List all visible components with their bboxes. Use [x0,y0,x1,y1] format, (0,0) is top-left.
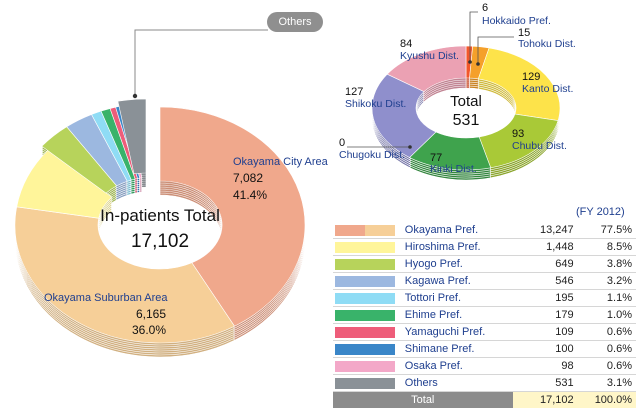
small-label-name-hokkaido-pref-: Hokkaido Pref. [482,15,551,27]
small-label-value-chugoku-dist-: 0 [339,137,345,149]
fiscal-year-note: (FY 2012) [576,206,625,218]
legend-swatch [335,310,395,321]
table-row-percent: 8.5% [578,239,636,256]
table-row-name: Tottori Pref. [399,290,513,307]
small-label-value-shikoku-dist-: 127 [345,86,363,98]
others-tag: Others [267,12,323,32]
legend-swatch [335,225,395,236]
small-label-name-chubu-dist-: Chubu Dist. [512,140,567,152]
table-row-name: Okayama Pref. [399,222,513,239]
legend-swatch [335,242,395,253]
legend-swatch-cell [333,324,399,341]
table-row-percent: 3.1% [578,375,636,392]
small-label-name-kyushu-dist-: Kyushu Dist. [400,50,459,62]
legend-swatch-cell [333,358,399,375]
tohoku-leader-dot [476,62,480,66]
small-label-value-kanto-dist-: 129 [522,71,540,83]
table-row-value: 109 [513,324,578,341]
table-row-value: 195 [513,290,578,307]
hokkaido-leader-dot [468,60,472,64]
table-row-name: Shimane Pref. [399,341,513,358]
legend-swatch-cell [333,375,399,392]
legend-swatch-cell [333,290,399,307]
table-row-name: Hyogo Pref. [399,256,513,273]
table-row-percent: 1.0% [578,307,636,324]
table-row-value: 1,448 [513,239,578,256]
legend-swatch [335,327,395,338]
table-row-name: Others [399,375,513,392]
small-center-total: 531 [453,112,480,129]
table-row-percent: 0.6% [578,324,636,341]
legend-swatch-cell [333,256,399,273]
table-row-name: Ehime Pref. [399,307,513,324]
small-label-value-kyushu-dist-: 84 [400,38,412,50]
small-label-name-kanto-dist-: Kanto Dist. [522,83,573,95]
legend-swatch [335,361,395,372]
small-label-value-chubu-dist-: 93 [512,128,524,140]
table-row-value: 179 [513,307,578,324]
small-label-name-tohoku-dist-: Tohoku Dist. [518,38,576,50]
legend-swatch [335,259,395,270]
legend-swatch-cell [333,307,399,324]
table-row-percent: 0.6% [578,341,636,358]
small-label-value-hokkaido-pref-: 6 [482,2,488,14]
table-row-value: 546 [513,273,578,290]
table-total-value: 17,102 [513,392,578,408]
table-row-percent: 77.5% [578,222,636,239]
legend-swatch [335,276,395,287]
legend-swatch-cell [333,341,399,358]
table-row-percent: 0.6% [578,358,636,375]
table-row-percent: 3.2% [578,273,636,290]
small-label-name-chugoku-dist-: Chugoku Dist. [339,149,405,161]
small-label-name-kinki-dist-: Kinki Dist. [430,163,477,175]
legend-swatch [335,293,395,304]
small-center-title: Total [450,93,482,110]
small-label-name-shikoku-dist-: Shikoku Dist. [345,98,406,110]
table-row-name: Hiroshima Pref. [399,239,513,256]
table-row-value: 98 [513,358,578,375]
legend-swatch-cell [333,239,399,256]
table-total-percent: 100.0% [578,392,636,408]
table-total-label: Total [333,392,513,408]
table-row-name: Osaka Pref. [399,358,513,375]
chugoku-leader-dot [408,145,412,149]
table-row-percent: 1.1% [578,290,636,307]
table-row-value: 100 [513,341,578,358]
legend-swatch-cell [333,273,399,290]
table-row-value: 649 [513,256,578,273]
table-row-percent: 3.8% [578,256,636,273]
table-row-name: Yamaguchi Pref. [399,324,513,341]
table-row-name: Kagawa Pref. [399,273,513,290]
legend-swatch-cell [333,222,399,239]
legend-swatch [335,378,395,389]
table-row-value: 531 [513,375,578,392]
table-row-value: 13,247 [513,222,578,239]
legend-swatch [335,344,395,355]
